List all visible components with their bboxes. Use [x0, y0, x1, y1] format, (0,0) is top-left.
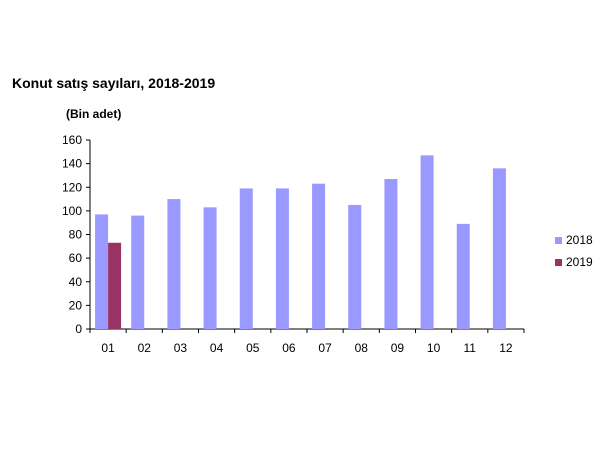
- bar-2018-04: [203, 207, 217, 329]
- bar-2018-09: [384, 178, 398, 329]
- bar-2018-07: [312, 183, 326, 329]
- y-tick-label: 0: [75, 322, 82, 336]
- legend-label-2019: 2019: [566, 255, 593, 269]
- y-tick-label: 160: [62, 133, 82, 147]
- bar-2018-05: [239, 188, 253, 329]
- legend-swatch-2019: [555, 259, 562, 266]
- y-tick-label: 40: [69, 275, 83, 289]
- y-axis-label: (Bin adet): [66, 107, 122, 121]
- x-tick-label: 01: [101, 341, 115, 355]
- y-tick-labels: 0 20 40 60 80 100 120 140 160: [62, 133, 82, 336]
- chart-title: Konut satış sayıları, 2018-2019: [12, 75, 216, 91]
- bar-2018-06: [275, 188, 289, 329]
- y-tick-label: 60: [69, 251, 83, 265]
- x-tick-label: 11: [464, 341, 477, 355]
- x-tick-label: 10: [427, 341, 441, 355]
- bar-2018-03: [167, 199, 181, 329]
- y-tick-label: 120: [62, 180, 82, 194]
- x-tick-label: 08: [355, 341, 369, 355]
- y-tick-label: 20: [69, 298, 83, 312]
- bar-2018-08: [348, 204, 362, 329]
- bar-2019-01: [108, 242, 122, 329]
- bar-2018-01: [95, 214, 109, 329]
- x-tick-label: 04: [210, 341, 224, 355]
- bar-2018-11: [456, 223, 470, 329]
- bar-2018-02: [131, 215, 145, 329]
- y-tick-label: 140: [62, 157, 82, 171]
- x-tick-label: 07: [318, 341, 332, 355]
- x-tick-label: 09: [391, 341, 405, 355]
- x-tick-label: 02: [138, 341, 152, 355]
- y-tick-label: 80: [69, 228, 83, 242]
- x-tick-label: 12: [499, 341, 513, 355]
- bar-2018-10: [420, 155, 434, 329]
- axes: [86, 139, 525, 333]
- y-tick-label: 100: [62, 204, 82, 218]
- x-tick-label: 05: [246, 341, 260, 355]
- bar-2018-12: [492, 168, 506, 329]
- bars: [95, 155, 506, 329]
- x-tick-label: 03: [174, 341, 188, 355]
- x-tick-label: 06: [282, 341, 296, 355]
- legend-swatch-2018: [555, 237, 562, 244]
- legend-label-2018: 2018: [566, 233, 593, 247]
- legend: 2018 2019: [555, 233, 593, 269]
- x-tick-labels: 01 02 03 04 05 06 07 08 09 10 11 12: [101, 341, 513, 355]
